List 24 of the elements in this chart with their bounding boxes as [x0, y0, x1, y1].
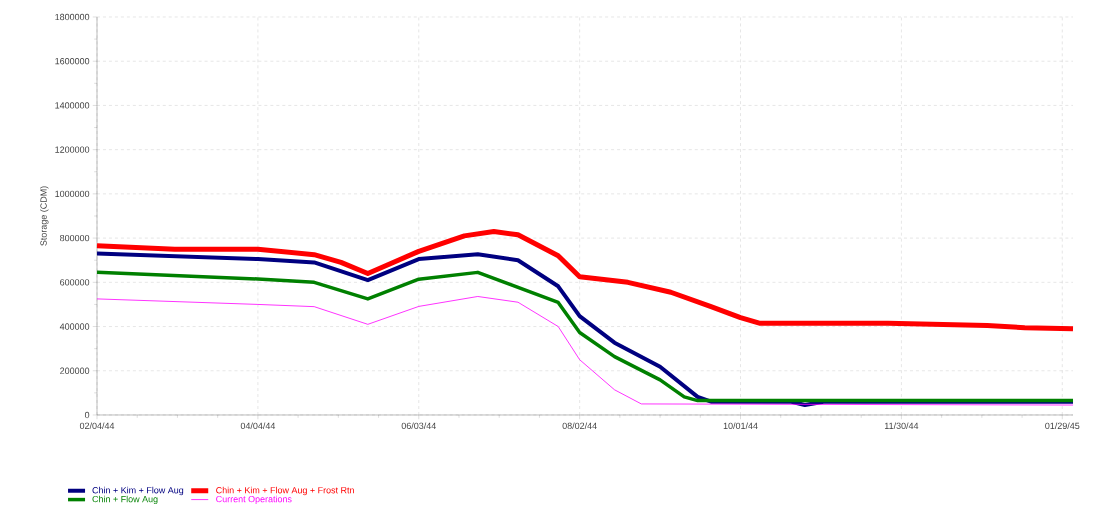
y-tick-label: 0: [84, 411, 90, 419]
x-tick-label: 01/29/45: [1045, 422, 1080, 430]
y-tick-label: 400000: [59, 323, 90, 330]
legend-label: Chin + Flow Aug: [92, 495, 158, 505]
x-tick-label: 04/04/44: [240, 422, 276, 430]
x-tick-label: 06/03/44: [401, 422, 436, 430]
x-tick-label: 02/04/44: [79, 422, 115, 430]
y-tick-label: 1800000: [55, 13, 90, 21]
line-series: [96, 296, 1074, 406]
x-tick-label: 11/30/44: [884, 422, 919, 430]
y-tick-label: 1000000: [55, 190, 90, 198]
y-tick-label: 200000: [60, 367, 90, 374]
y-tick-label: 1200000: [55, 146, 90, 153]
line-series: [95, 270, 1075, 403]
legend-label: Current Operations: [216, 495, 292, 505]
y-tick-label: 600000: [60, 279, 90, 286]
legend-label: Chin + Kim + Flow Aug + Frost Rtn: [216, 486, 354, 496]
y-tick-label: 1600000: [55, 58, 90, 65]
x-tick-label: 08/02/44: [562, 422, 597, 430]
x-tick-label: 10/01/44: [723, 422, 758, 430]
y-tick-label: 800000: [60, 234, 90, 242]
y-axis-title: Storage (CDM): [40, 186, 49, 246]
legend-label: Chin + Kim + Flow Aug: [92, 486, 184, 496]
y-tick-label: 1400000: [55, 102, 90, 109]
